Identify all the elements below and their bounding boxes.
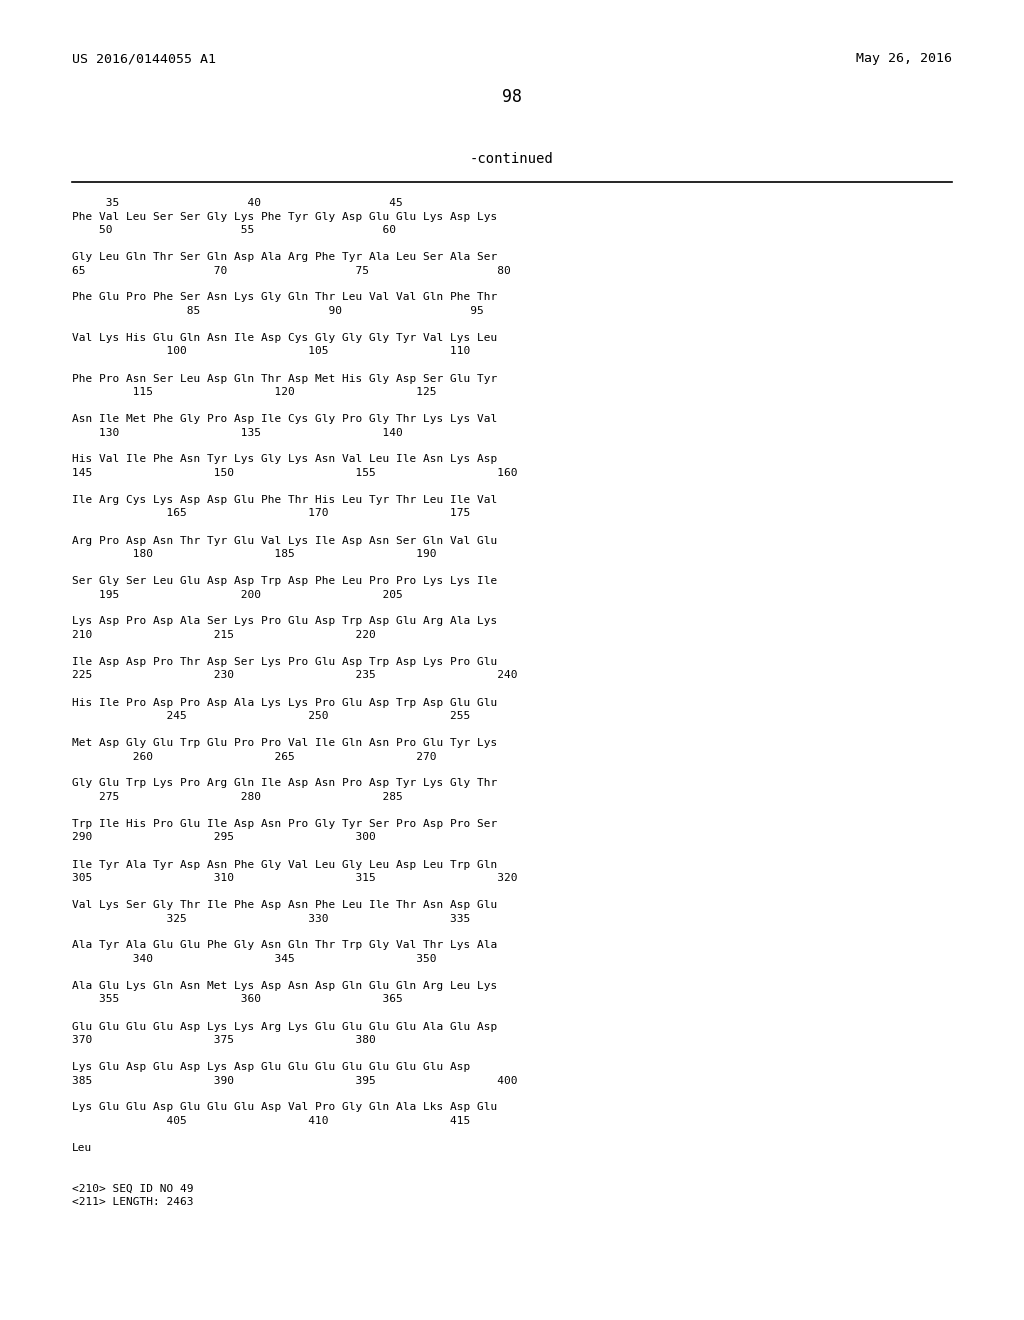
- Text: Ile Arg Cys Lys Asp Asp Glu Phe Thr His Leu Tyr Thr Leu Ile Val: Ile Arg Cys Lys Asp Asp Glu Phe Thr His …: [72, 495, 498, 506]
- Text: Ala Glu Lys Gln Asn Met Lys Asp Asn Asp Gln Glu Gln Arg Leu Lys: Ala Glu Lys Gln Asn Met Lys Asp Asn Asp …: [72, 981, 498, 991]
- Text: Ile Asp Asp Pro Thr Asp Ser Lys Pro Glu Asp Trp Asp Lys Pro Glu: Ile Asp Asp Pro Thr Asp Ser Lys Pro Glu …: [72, 657, 498, 667]
- Text: 405                  410                  415: 405 410 415: [72, 1115, 470, 1126]
- Text: 35                   40                   45: 35 40 45: [72, 198, 402, 209]
- Text: His Ile Pro Asp Pro Asp Ala Lys Lys Pro Glu Asp Trp Asp Glu Glu: His Ile Pro Asp Pro Asp Ala Lys Lys Pro …: [72, 697, 498, 708]
- Text: 325                  330                  335: 325 330 335: [72, 913, 470, 924]
- Text: 245                  250                  255: 245 250 255: [72, 711, 470, 721]
- Text: Lys Asp Pro Asp Ala Ser Lys Pro Glu Asp Trp Asp Glu Arg Ala Lys: Lys Asp Pro Asp Ala Ser Lys Pro Glu Asp …: [72, 616, 498, 627]
- Text: 115                  120                  125: 115 120 125: [72, 387, 436, 397]
- Text: Ser Gly Ser Leu Glu Asp Asp Trp Asp Phe Leu Pro Pro Lys Lys Ile: Ser Gly Ser Leu Glu Asp Asp Trp Asp Phe …: [72, 576, 498, 586]
- Text: 130                  135                  140: 130 135 140: [72, 428, 402, 437]
- Text: 355                  360                  365: 355 360 365: [72, 994, 402, 1005]
- Text: 98: 98: [502, 88, 522, 106]
- Text: Phe Pro Asn Ser Leu Asp Gln Thr Asp Met His Gly Asp Ser Glu Tyr: Phe Pro Asn Ser Leu Asp Gln Thr Asp Met …: [72, 374, 498, 384]
- Text: 165                  170                  175: 165 170 175: [72, 508, 470, 519]
- Text: Lys Glu Asp Glu Asp Lys Asp Glu Glu Glu Glu Glu Glu Glu Asp: Lys Glu Asp Glu Asp Lys Asp Glu Glu Glu …: [72, 1063, 470, 1072]
- Text: 65                   70                   75                   80: 65 70 75 80: [72, 265, 511, 276]
- Text: Val Lys His Glu Gln Asn Ile Asp Cys Gly Gly Gly Tyr Val Lys Leu: Val Lys His Glu Gln Asn Ile Asp Cys Gly …: [72, 333, 498, 343]
- Text: 275                  280                  285: 275 280 285: [72, 792, 402, 803]
- Text: Lys Glu Glu Asp Glu Glu Glu Asp Val Pro Gly Gln Ala Lks Asp Glu: Lys Glu Glu Asp Glu Glu Glu Asp Val Pro …: [72, 1102, 498, 1113]
- Text: 100                  105                  110: 100 105 110: [72, 346, 470, 356]
- Text: 85                   90                   95: 85 90 95: [72, 306, 483, 315]
- Text: 145                  150                  155                  160: 145 150 155 160: [72, 469, 517, 478]
- Text: 340                  345                  350: 340 345 350: [72, 954, 436, 964]
- Text: Arg Pro Asp Asn Thr Tyr Glu Val Lys Ile Asp Asn Ser Gln Val Glu: Arg Pro Asp Asn Thr Tyr Glu Val Lys Ile …: [72, 536, 498, 545]
- Text: Gly Glu Trp Lys Pro Arg Gln Ile Asp Asn Pro Asp Tyr Lys Gly Thr: Gly Glu Trp Lys Pro Arg Gln Ile Asp Asn …: [72, 779, 498, 788]
- Text: 225                  230                  235                  240: 225 230 235 240: [72, 671, 517, 681]
- Text: <211> LENGTH: 2463: <211> LENGTH: 2463: [72, 1197, 194, 1206]
- Text: 180                  185                  190: 180 185 190: [72, 549, 436, 558]
- Text: His Val Ile Phe Asn Tyr Lys Gly Lys Asn Val Leu Ile Asn Lys Asp: His Val Ile Phe Asn Tyr Lys Gly Lys Asn …: [72, 454, 498, 465]
- Text: Phe Glu Pro Phe Ser Asn Lys Gly Gln Thr Leu Val Val Gln Phe Thr: Phe Glu Pro Phe Ser Asn Lys Gly Gln Thr …: [72, 293, 498, 302]
- Text: Asn Ile Met Phe Gly Pro Asp Ile Cys Gly Pro Gly Thr Lys Lys Val: Asn Ile Met Phe Gly Pro Asp Ile Cys Gly …: [72, 414, 498, 424]
- Text: 210                  215                  220: 210 215 220: [72, 630, 376, 640]
- Text: Glu Glu Glu Glu Asp Lys Lys Arg Lys Glu Glu Glu Glu Ala Glu Asp: Glu Glu Glu Glu Asp Lys Lys Arg Lys Glu …: [72, 1022, 498, 1031]
- Text: Gly Leu Gln Thr Ser Gln Asp Ala Arg Phe Tyr Ala Leu Ser Ala Ser: Gly Leu Gln Thr Ser Gln Asp Ala Arg Phe …: [72, 252, 498, 261]
- Text: May 26, 2016: May 26, 2016: [856, 51, 952, 65]
- Text: Met Asp Gly Glu Trp Glu Pro Pro Val Ile Gln Asn Pro Glu Tyr Lys: Met Asp Gly Glu Trp Glu Pro Pro Val Ile …: [72, 738, 498, 748]
- Text: Trp Ile His Pro Glu Ile Asp Asn Pro Gly Tyr Ser Pro Asp Pro Ser: Trp Ile His Pro Glu Ile Asp Asn Pro Gly …: [72, 818, 498, 829]
- Text: 50                   55                   60: 50 55 60: [72, 224, 396, 235]
- Text: -continued: -continued: [470, 152, 554, 166]
- Text: 260                  265                  270: 260 265 270: [72, 751, 436, 762]
- Text: Ile Tyr Ala Tyr Asp Asn Phe Gly Val Leu Gly Leu Asp Leu Trp Gln: Ile Tyr Ala Tyr Asp Asn Phe Gly Val Leu …: [72, 859, 498, 870]
- Text: 290                  295                  300: 290 295 300: [72, 833, 376, 842]
- Text: Leu: Leu: [72, 1143, 92, 1152]
- Text: 370                  375                  380: 370 375 380: [72, 1035, 376, 1045]
- Text: Phe Val Leu Ser Ser Gly Lys Phe Tyr Gly Asp Glu Glu Lys Asp Lys: Phe Val Leu Ser Ser Gly Lys Phe Tyr Gly …: [72, 211, 498, 222]
- Text: Val Lys Ser Gly Thr Ile Phe Asp Asn Phe Leu Ile Thr Asn Asp Glu: Val Lys Ser Gly Thr Ile Phe Asp Asn Phe …: [72, 900, 498, 909]
- Text: 195                  200                  205: 195 200 205: [72, 590, 402, 599]
- Text: 385                  390                  395                  400: 385 390 395 400: [72, 1076, 517, 1085]
- Text: <210> SEQ ID NO 49: <210> SEQ ID NO 49: [72, 1184, 194, 1193]
- Text: US 2016/0144055 A1: US 2016/0144055 A1: [72, 51, 216, 65]
- Text: 305                  310                  315                  320: 305 310 315 320: [72, 873, 517, 883]
- Text: Ala Tyr Ala Glu Glu Phe Gly Asn Gln Thr Trp Gly Val Thr Lys Ala: Ala Tyr Ala Glu Glu Phe Gly Asn Gln Thr …: [72, 940, 498, 950]
